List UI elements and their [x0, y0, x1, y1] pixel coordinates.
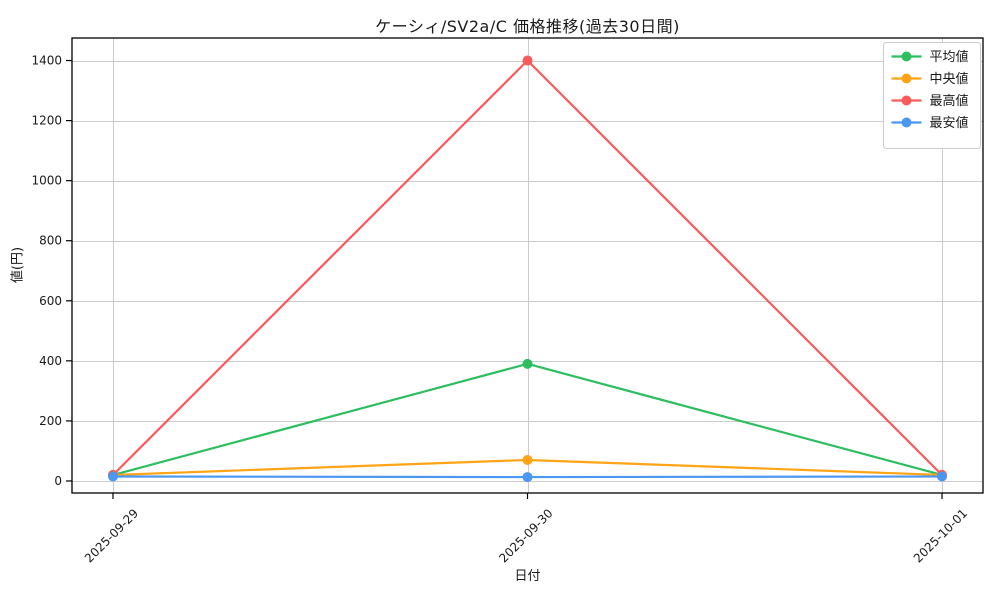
- legend-marker-point: [901, 73, 912, 84]
- legend-label: 最安値: [930, 115, 969, 131]
- x-tick-label: 2025-10-01: [911, 506, 970, 565]
- legend-marker-point: [901, 51, 912, 62]
- series-point: [522, 454, 533, 465]
- y-tick-label: 1400: [31, 54, 62, 68]
- series-point: [522, 55, 533, 66]
- series-point: [937, 471, 948, 482]
- axes-frame: [71, 37, 984, 494]
- y-tick-label: 800: [39, 234, 62, 248]
- legend-label: 平均値: [930, 49, 969, 65]
- x-tick-label: 2025-09-29: [82, 506, 141, 565]
- y-tick-label: 400: [39, 354, 62, 368]
- y-tick-label: 0: [54, 474, 62, 488]
- series-point: [107, 471, 118, 482]
- y-tick-label: 600: [39, 294, 62, 308]
- chart-title: ケーシィ/SV2a/C 価格推移(過去30日間): [375, 17, 680, 36]
- series-point: [522, 358, 533, 369]
- legend-label: 最高値: [930, 93, 969, 109]
- legend-label: 中央値: [930, 71, 969, 87]
- legend-marker-point: [901, 95, 912, 106]
- y-tick-label: 200: [39, 414, 62, 428]
- series-point: [522, 472, 533, 483]
- x-axis-label: 日付: [514, 569, 541, 584]
- y-tick-label: 1000: [31, 174, 62, 188]
- series-line: [111, 59, 944, 477]
- legend-marker-point: [901, 117, 912, 128]
- y-axis-label: 値(円): [10, 246, 26, 284]
- x-tick-label: 2025-09-30: [496, 506, 555, 565]
- y-tick-label: 1200: [31, 114, 62, 128]
